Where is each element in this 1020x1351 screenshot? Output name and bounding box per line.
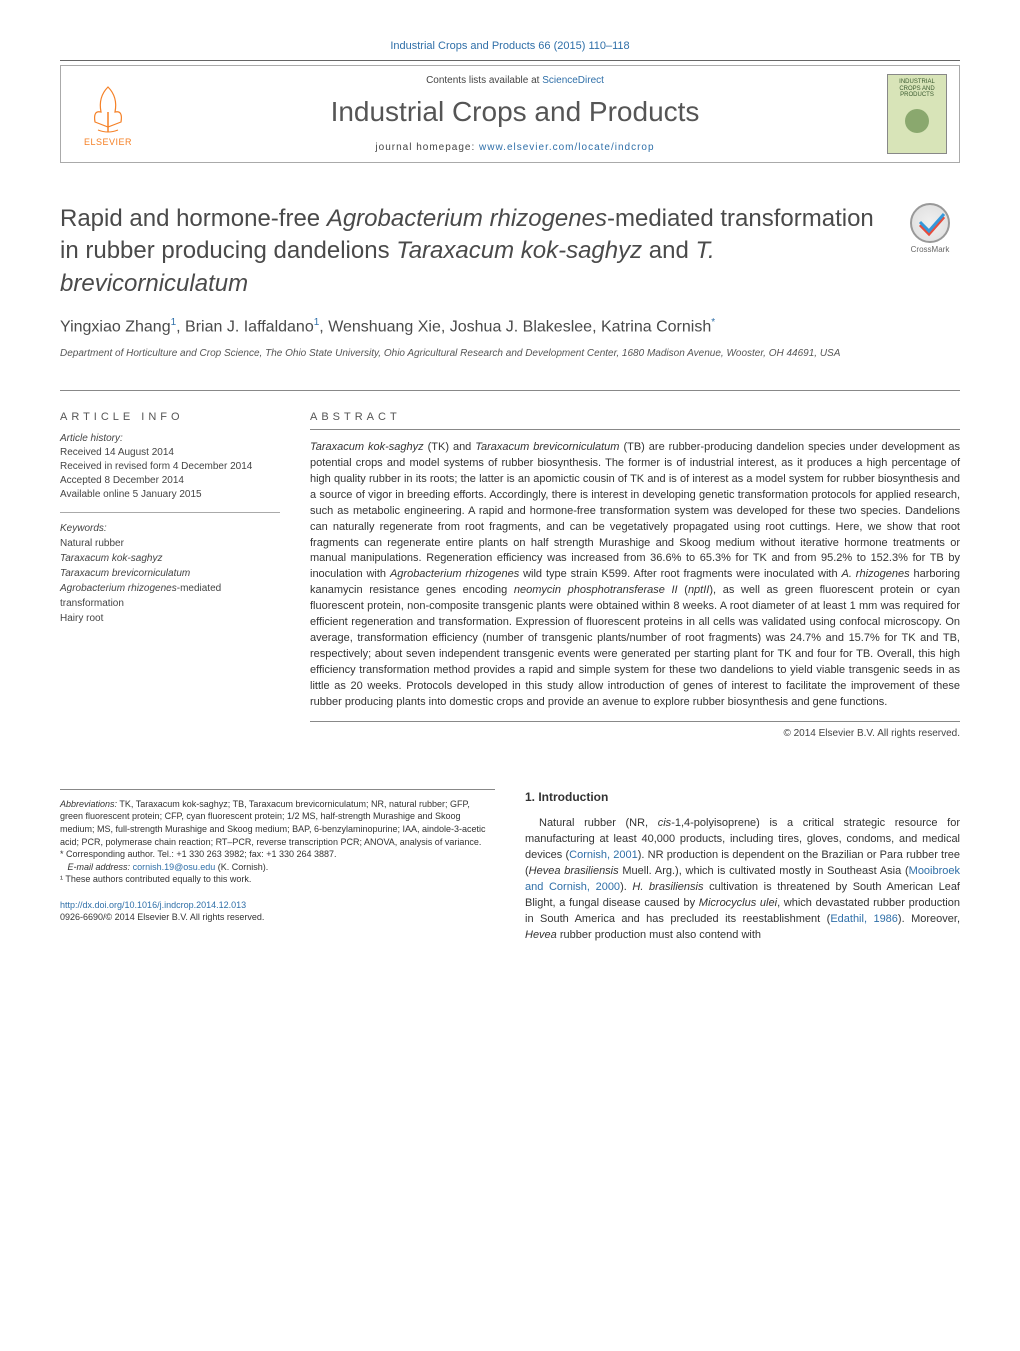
masthead: ELSEVIER Contents lists available at Sci… (60, 65, 960, 163)
history-line: Available online 5 January 2015 (60, 488, 280, 502)
keyword-em: Taraxacum brevicorniculatum (60, 568, 190, 579)
journal-homepage: journal homepage: www.elsevier.com/locat… (143, 142, 887, 153)
keyword: Agrobacterium rhizogenes-mediated transf… (60, 581, 280, 611)
history-label: Article history: (60, 433, 280, 444)
journal-cover-text: INDUSTRIAL CROPS AND PRODUCTS (892, 79, 942, 99)
abstract-heading: ABSTRACT (310, 411, 960, 430)
history-line: Accepted 8 December 2014 (60, 474, 280, 488)
doi-block: http://dx.doi.org/10.1016/j.indcrop.2014… (60, 900, 495, 923)
journal-cover-icon (897, 99, 937, 139)
info-abstract-row: ARTICLE INFO Article history: Received 1… (60, 390, 960, 739)
introduction-paragraph: Natural rubber (NR, cis-1,4-polyisoprene… (525, 816, 960, 944)
doi-link[interactable]: http://dx.doi.org/10.1016/j.indcrop.2014… (60, 900, 246, 910)
corresponding-author: * Corresponding author. Tel.: +1 330 263… (60, 848, 495, 861)
keywords-label: Keywords: (60, 523, 280, 534)
keywords-block: Keywords: Natural rubber Taraxacum kok-s… (60, 523, 280, 626)
abstract-text: Taraxacum kok-saghyz (TK) and Taraxacum … (310, 440, 960, 722)
journal-reference: Industrial Crops and Products 66 (2015) … (60, 40, 960, 52)
author-sup: 1 (171, 317, 177, 328)
footnotes: Abbreviations: TK, Taraxacum kok-saghyz;… (60, 789, 495, 886)
article-info: ARTICLE INFO Article history: Received 1… (60, 411, 280, 739)
article-history: Article history: Received 14 August 2014… (60, 433, 280, 513)
author: Yingxiao Zhang (60, 319, 171, 336)
keyword: Taraxacum kok-saghyz (60, 551, 280, 566)
keyword-em: Agrobacterium rhizogenes (60, 583, 177, 594)
equal-contribution: ¹ These authors contributed equally to t… (60, 873, 495, 886)
crossmark-label: CrossMark (911, 245, 950, 254)
sciencedirect-link[interactable]: ScienceDirect (542, 75, 604, 86)
history-line: Received in revised form 4 December 2014 (60, 460, 280, 474)
citation-link[interactable]: Cornish, 2001 (569, 849, 638, 861)
copyright: © 2014 Elsevier B.V. All rights reserved… (310, 728, 960, 739)
journal-cover: INDUSTRIAL CROPS AND PRODUCTS (887, 74, 947, 154)
author: Joshua J. Blakeslee (450, 319, 592, 336)
right-column: 1. Introduction Natural rubber (NR, cis-… (525, 789, 960, 944)
contents-available: Contents lists available at ScienceDirec… (143, 75, 887, 86)
author-sup: * (711, 317, 715, 328)
history-line: Received 14 August 2014 (60, 446, 280, 460)
abbr-label: Abbreviations: (60, 799, 117, 809)
crossmark-badge[interactable]: CrossMark (900, 203, 960, 263)
email-line: E-mail address: cornish.19@osu.edu (K. C… (60, 861, 495, 874)
author: Brian J. Iaffaldano (185, 319, 314, 336)
lower-two-column: Abbreviations: TK, Taraxacum kok-saghyz;… (60, 789, 960, 944)
contents-available-text: Contents lists available at (426, 75, 542, 86)
journal-homepage-label: journal homepage: (375, 142, 479, 153)
journal-homepage-link[interactable]: www.elsevier.com/locate/indcrop (479, 142, 655, 153)
crossmark-icon (910, 203, 950, 243)
affiliation: Department of Horticulture and Crop Scie… (60, 347, 960, 360)
authors: Yingxiao Zhang1, Brian J. Iaffaldano1, W… (60, 316, 960, 339)
title-part: Rapid and hormone-free (60, 205, 327, 232)
author-sup: 1 (314, 317, 320, 328)
keyword: Taraxacum brevicorniculatum (60, 566, 280, 581)
elsevier-label: ELSEVIER (84, 137, 132, 147)
citation-link[interactable]: Edathil, 1986 (830, 913, 898, 925)
keyword: Natural rubber (60, 536, 280, 551)
author: Katrina Cornish (601, 319, 711, 336)
article-title: Rapid and hormone-free Agrobacterium rhi… (60, 203, 880, 300)
email-suffix: (K. Cornish). (215, 862, 268, 872)
left-column: Abbreviations: TK, Taraxacum kok-saghyz;… (60, 789, 495, 944)
elsevier-logo: ELSEVIER (73, 74, 143, 154)
masthead-center: Contents lists available at ScienceDirec… (143, 75, 887, 153)
author: Wenshuang Xie (328, 319, 441, 336)
article-info-heading: ARTICLE INFO (60, 411, 280, 423)
abstract-column: ABSTRACT Taraxacum kok-saghyz (TK) and T… (310, 411, 960, 739)
keyword: Hairy root (60, 611, 280, 626)
title-em: Taraxacum kok-saghyz (396, 237, 642, 264)
abbr-text: TK, Taraxacum kok-saghyz; TB, Taraxacum … (60, 799, 486, 847)
abbreviations: Abbreviations: TK, Taraxacum kok-saghyz;… (60, 798, 495, 848)
elsevier-tree-icon (83, 82, 133, 137)
keyword-em: Taraxacum kok-saghyz (60, 553, 162, 564)
title-part: and (642, 237, 695, 264)
issn-copyright: 0926-6690/© 2014 Elsevier B.V. All right… (60, 912, 264, 922)
divider (60, 60, 960, 61)
title-em: Agrobacterium rhizogenes (327, 205, 607, 232)
email-label: E-mail address: (68, 862, 131, 872)
title-block: Rapid and hormone-free Agrobacterium rhi… (60, 203, 960, 300)
introduction-heading: 1. Introduction (525, 789, 960, 806)
email-link[interactable]: cornish.19@osu.edu (133, 862, 216, 872)
journal-title: Industrial Crops and Products (143, 96, 887, 128)
